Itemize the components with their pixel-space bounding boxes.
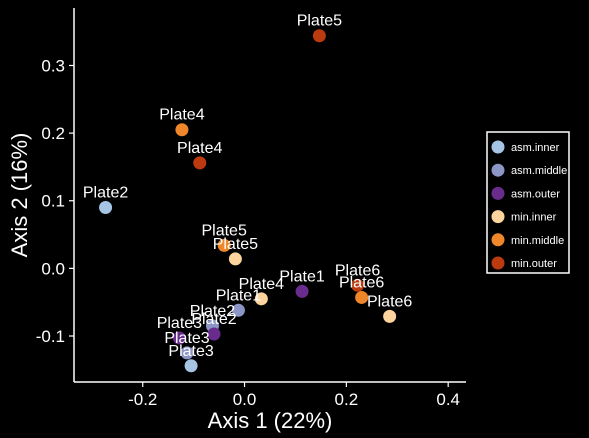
data-point-min-middle bbox=[217, 238, 231, 252]
legend-entry-label: min.inner bbox=[511, 212, 557, 224]
point-label: Plate3 bbox=[164, 330, 209, 347]
y-tick-label: 0.3 bbox=[41, 56, 65, 75]
data-point-asm-outer bbox=[295, 284, 309, 298]
legend-entry-label: asm.inner bbox=[511, 142, 560, 154]
axes bbox=[73, 8, 466, 383]
legend: asm.inner asm.middle asm.outer min.inner min… bbox=[486, 131, 570, 274]
legend-marker bbox=[491, 256, 505, 270]
legend-entry-label: min.outer bbox=[511, 258, 557, 270]
point-label: Plate5 bbox=[213, 236, 258, 253]
x-tick-label: 0.4 bbox=[436, 390, 460, 409]
data-point-asm-middle bbox=[231, 303, 245, 317]
legend-marker bbox=[491, 210, 505, 224]
y-tick-label: -0.1 bbox=[36, 327, 65, 346]
legend-entry-label: asm.middle bbox=[511, 165, 567, 177]
point-label: Plate2 bbox=[190, 303, 235, 320]
point-label: Plate4 bbox=[239, 276, 284, 293]
legend-marker bbox=[491, 186, 505, 200]
data-point-asm-inner bbox=[99, 201, 113, 215]
point-label: Plate2 bbox=[83, 185, 128, 202]
data-point-min-middle bbox=[355, 290, 369, 304]
data-point-min-outer bbox=[193, 156, 207, 170]
point-label: Plate6 bbox=[339, 274, 384, 291]
x-tick-label: 0.2 bbox=[335, 390, 359, 409]
point-label: Plate3 bbox=[168, 343, 213, 360]
point-label: Plate1 bbox=[279, 268, 324, 285]
point-label: Plate6 bbox=[367, 293, 412, 310]
data-point-asm-inner bbox=[184, 359, 198, 373]
y-tick-label: 0.0 bbox=[41, 259, 65, 278]
data-point-min-middle bbox=[175, 123, 189, 137]
legend-marker bbox=[491, 233, 505, 247]
data-point-asm-outer bbox=[207, 327, 221, 341]
point-label: Plate5 bbox=[297, 13, 342, 30]
data-point-asm-outer bbox=[172, 331, 186, 345]
legend-marker bbox=[491, 140, 505, 154]
point-label: Plate4 bbox=[159, 107, 204, 124]
data-point-min-inner bbox=[383, 309, 397, 323]
point-label: Plate3 bbox=[157, 315, 202, 332]
point-label: Plate4 bbox=[177, 140, 222, 157]
point-label: Plate1 bbox=[216, 287, 261, 304]
data-point-min-inner bbox=[254, 292, 268, 306]
legend-frame bbox=[486, 131, 570, 274]
x-tick-label: -0.2 bbox=[128, 390, 157, 409]
y-tick-label: 0.2 bbox=[41, 124, 65, 143]
x-tick-label: 0.0 bbox=[233, 390, 257, 409]
ticks: -0.2 0.0 0.2 0.4 -0.1 0.0 0.1 0.2 0.3 bbox=[36, 56, 460, 409]
x-axis-title: Axis 1 (22%) bbox=[208, 408, 333, 433]
y-tick-label: 0.1 bbox=[41, 192, 65, 211]
point-label: Plate2 bbox=[191, 311, 236, 328]
data-point-min-outer bbox=[351, 278, 365, 292]
point-labels: Plate2Plate3Plate1Plate2Plate3Plate1Plat… bbox=[83, 13, 413, 360]
y-axis-title: Axis 2 (16%) bbox=[7, 133, 32, 258]
point-label: Plate5 bbox=[201, 222, 246, 239]
legend-entry-label: min.middle bbox=[511, 235, 564, 247]
legend-marker bbox=[491, 163, 505, 177]
data-points bbox=[99, 29, 397, 373]
data-point-asm-middle bbox=[180, 346, 194, 360]
point-label: Plate6 bbox=[335, 262, 380, 279]
data-point-min-outer bbox=[312, 29, 326, 43]
data-point-min-inner bbox=[228, 252, 242, 266]
legend-entry-label: asm.outer bbox=[511, 188, 560, 200]
